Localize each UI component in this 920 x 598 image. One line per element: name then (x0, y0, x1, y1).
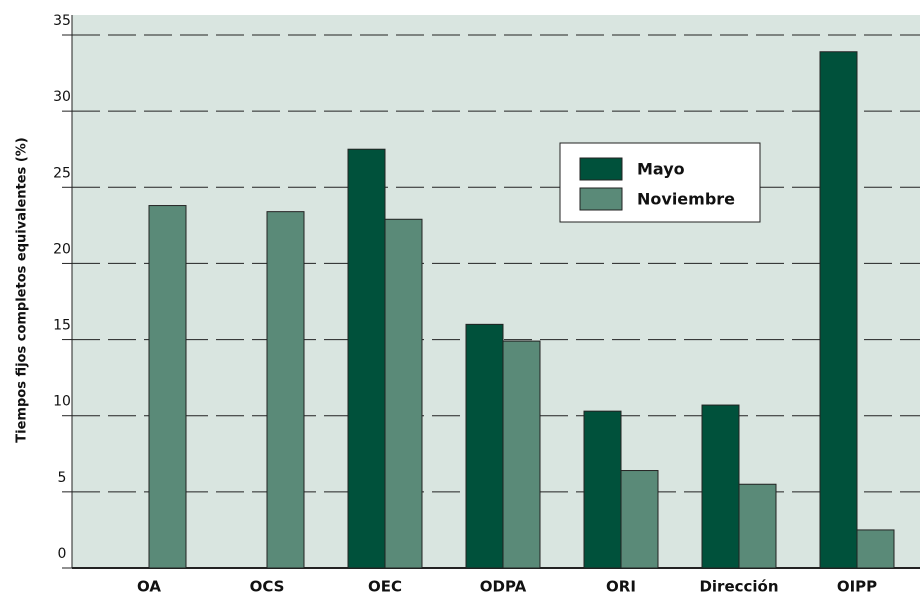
y-tick-label: 30 (53, 89, 71, 105)
legend-label: Mayo (637, 160, 685, 179)
y-tick-label: 25 (53, 165, 71, 181)
bar (856, 529, 895, 569)
x-tick-label: OA (137, 578, 161, 596)
legend-label: Noviembre (637, 190, 735, 209)
x-tick-label: ORI (606, 578, 636, 596)
bar (738, 483, 777, 569)
y-tick-label: 20 (53, 241, 71, 257)
x-tick-label: OIPP (837, 578, 877, 596)
bar (502, 340, 541, 569)
bar (819, 51, 858, 569)
legend-swatch (579, 187, 623, 211)
x-tick-label: Dirección (699, 578, 778, 596)
bar (465, 323, 504, 569)
y-tick-label: 35 (53, 13, 71, 29)
bar (384, 218, 423, 569)
x-tick-label: OCS (250, 578, 285, 596)
y-tick-label: 5 (58, 470, 67, 486)
x-tick-label: ODPA (480, 578, 527, 596)
bar (701, 404, 740, 569)
bar (583, 410, 622, 569)
legend-swatch (579, 157, 623, 181)
legend-box (559, 142, 761, 223)
y-axis-label: Tiempos fijos completos equivalentes (%) (15, 137, 30, 442)
y-tick-label: 0 (58, 546, 67, 562)
y-tick-label: 15 (53, 318, 71, 334)
x-tick-label: OEC (368, 578, 402, 596)
y-tick-label: 10 (53, 394, 71, 410)
bar (266, 211, 305, 569)
bar (148, 205, 187, 569)
bar (620, 470, 659, 569)
bar (347, 148, 386, 569)
